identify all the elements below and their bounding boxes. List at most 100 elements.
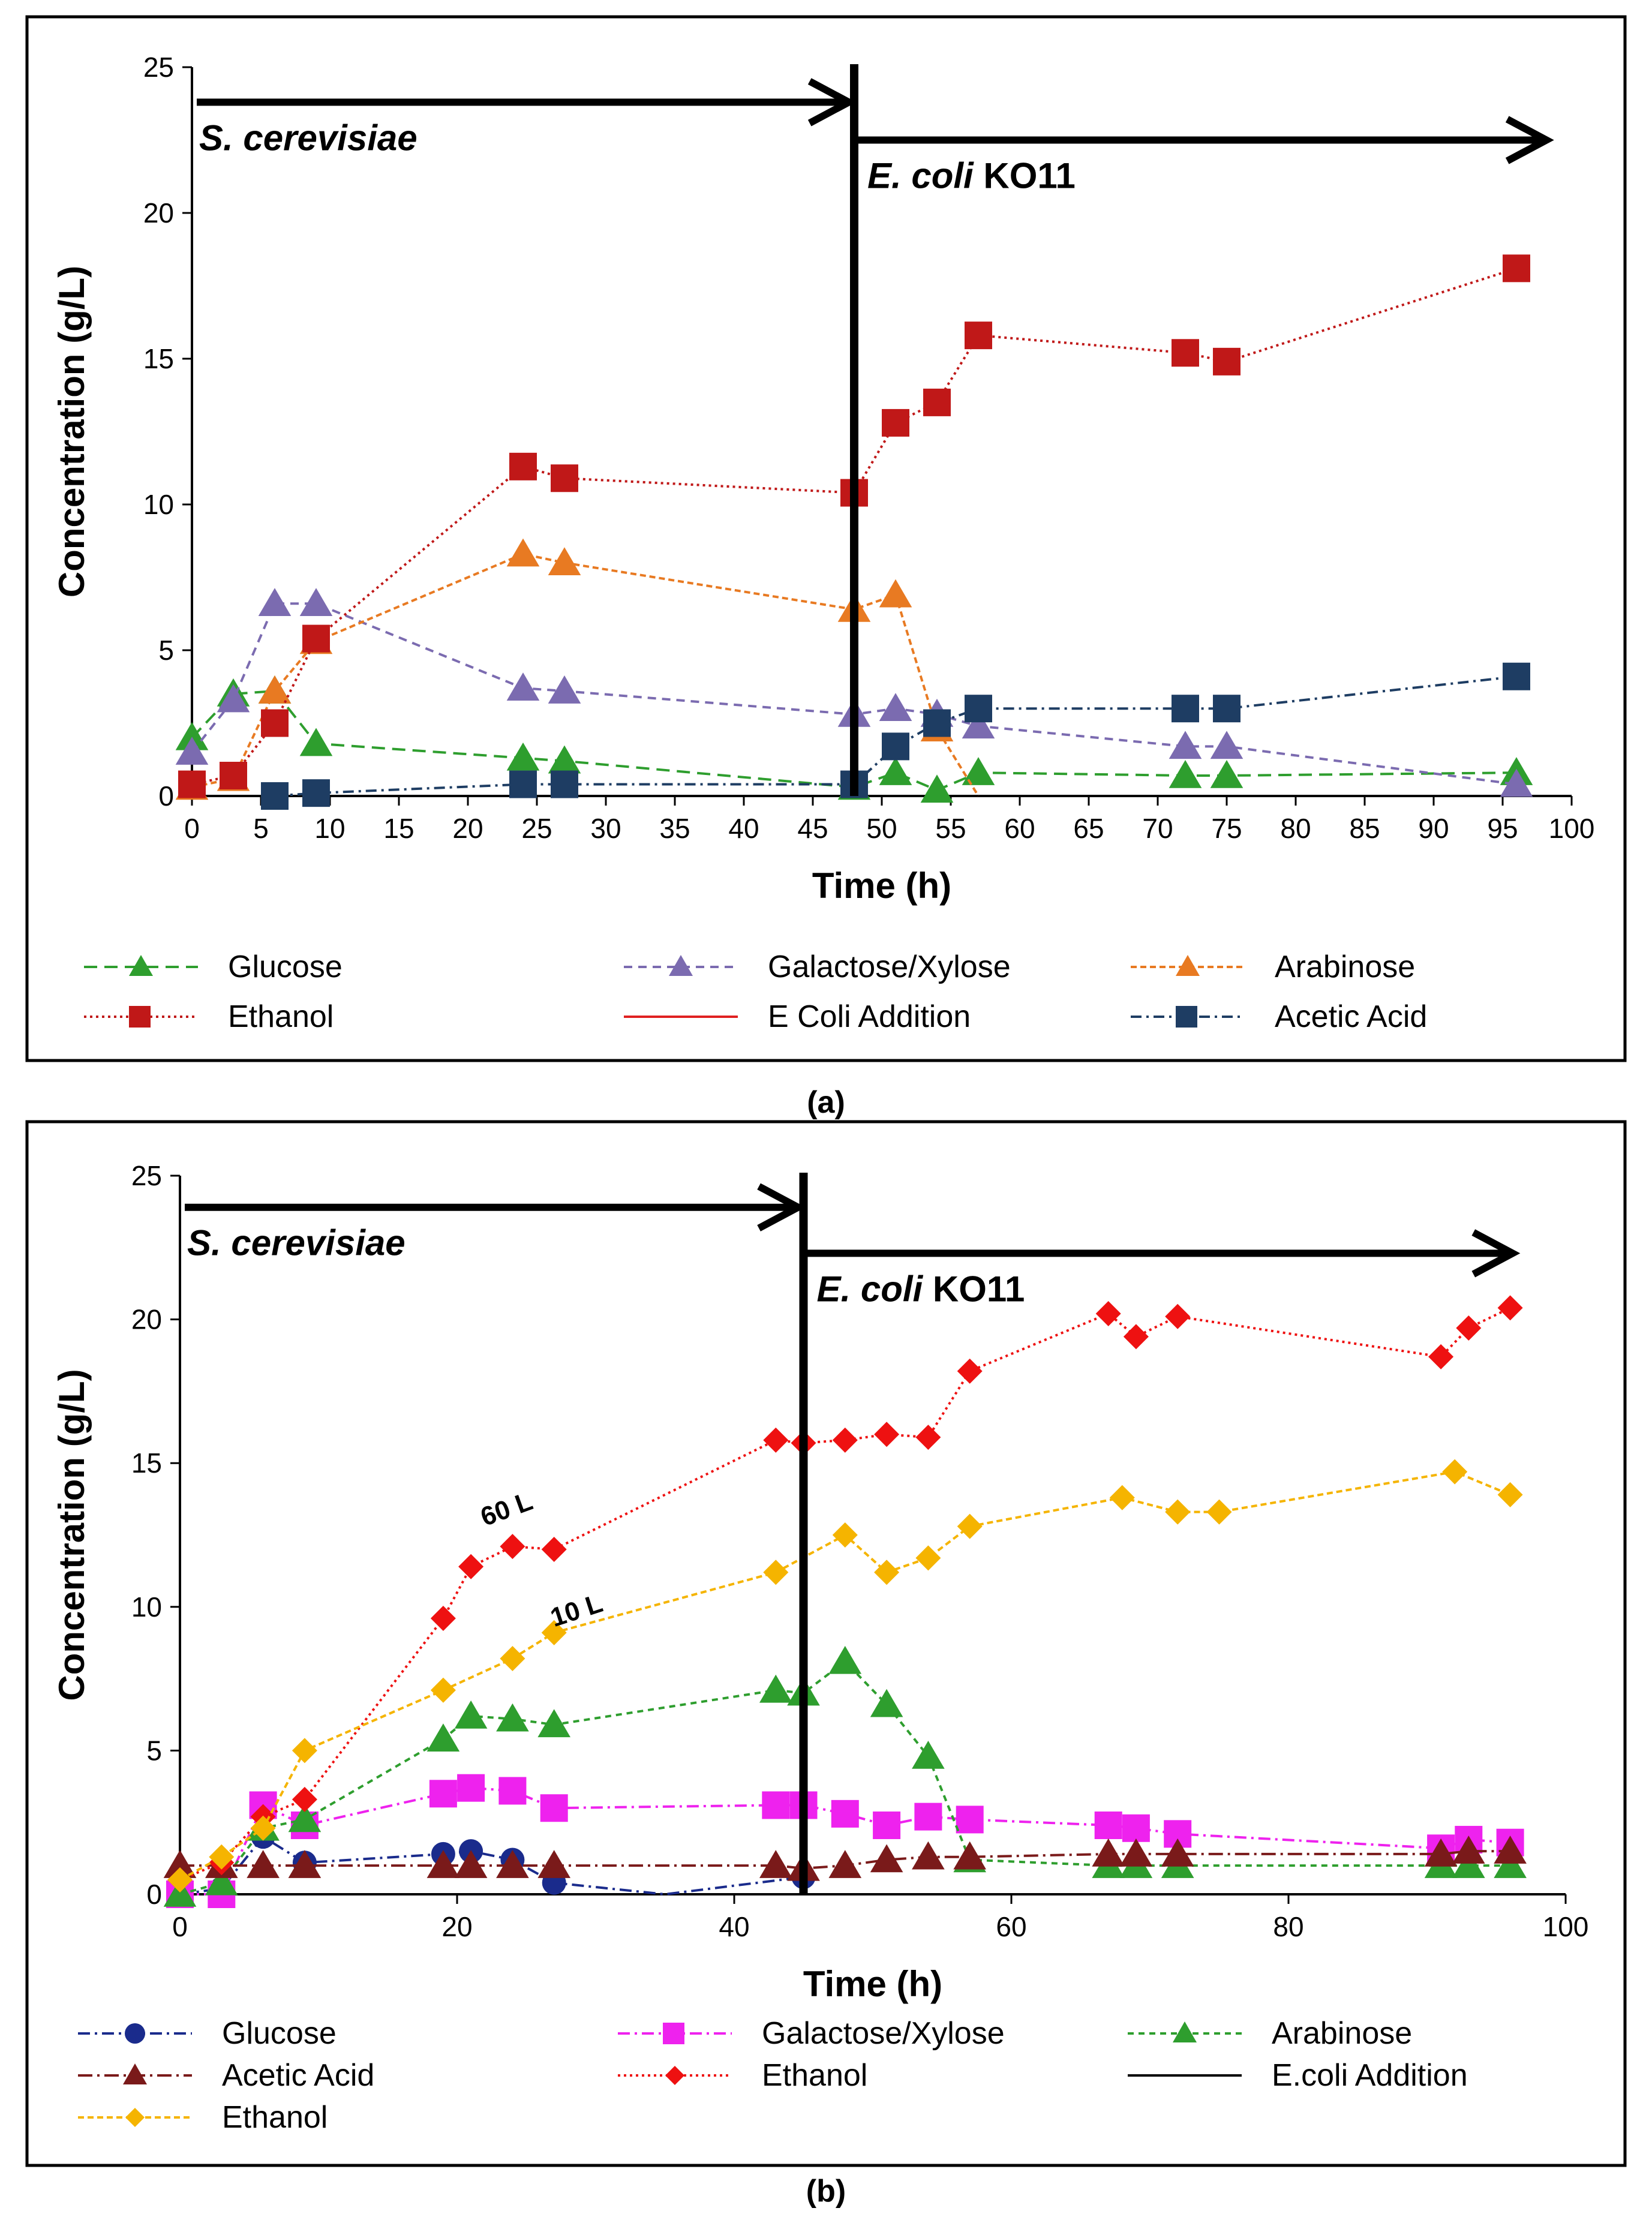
legend-marker-b-1 [663, 2023, 684, 2044]
legend-marker-b-4 [665, 2066, 684, 2085]
chart-panel-a: 0 5 10 15 20 25 0 5 10 15 20 25 30 35 40 45 50 55 60 65 70 75… [25, 15, 1627, 1062]
data-point-a-acetic-acid-5-1 [302, 779, 330, 807]
legend-marker-b-3 [123, 2063, 147, 2084]
data-point-b-galactose-xylose-1-13 [956, 1806, 984, 1834]
data-point-a-ethanol-3-9 [965, 322, 992, 350]
data-point-b-ethanol-6-10 [915, 1545, 941, 1571]
phase-label-ecoli-plain-a: KO11 [974, 156, 1076, 196]
series-b-ethanol-6 [167, 1459, 1523, 1893]
x-tick-label-b-80: 80 [1273, 1911, 1303, 1942]
data-point-b-ethanol-4-12 [915, 1425, 941, 1450]
data-point-a-ethanol-3-3 [302, 624, 330, 653]
x-tick-label-a-45: 45 [797, 813, 828, 844]
data-point-b-arabinose-2-18 [1452, 1850, 1485, 1878]
x-tick-label-a-95: 95 [1487, 813, 1518, 844]
data-point-a-arabinose-2-4 [506, 538, 540, 567]
data-point-b-ethanol-6-5 [500, 1646, 525, 1672]
x-tick-label-a-10: 10 [314, 813, 345, 844]
data-point-a-galactose-xylose-1-3 [299, 588, 333, 617]
data-point-a-arabinose-2-5 [548, 547, 581, 575]
data-point-b-acetic-acid-3-2 [247, 1850, 280, 1878]
x-axis-title-a: Time (h) [812, 866, 951, 906]
x-tick-label-a-80: 80 [1280, 813, 1311, 844]
x-tick-label-a-70: 70 [1142, 813, 1173, 844]
data-point-b-ethanol-6-4 [430, 1677, 456, 1703]
y-tick-label-b-25: 25 [131, 1160, 162, 1191]
data-point-a-glucose-0-10 [1169, 759, 1202, 788]
legend-marker-a-3 [129, 1006, 151, 1028]
data-point-b-arabinose-2-12 [912, 1740, 945, 1769]
legend-item-b-e-coli-addition-5: E.coli Addition [1128, 2058, 1468, 2093]
data-point-a-glucose-0-8 [920, 774, 954, 803]
y-tick-label-b-10: 10 [131, 1591, 162, 1623]
data-point-b-acetic-acid-3-7 [537, 1850, 570, 1878]
phase-label-ecoli-a: E. coli KO11 [867, 156, 1076, 196]
data-point-a-arabinose-2-2 [258, 675, 292, 704]
data-point-b-acetic-acid-3-3 [288, 1850, 322, 1878]
data-point-b-arabinose-2-1 [205, 1867, 238, 1895]
data-point-b-ethanol-6-9 [874, 1560, 900, 1585]
x-tick-label-a-15: 15 [383, 813, 414, 844]
legend-item-a-ethanol-3: Ethanol [84, 999, 334, 1034]
x-tick-label-a-20: 20 [452, 813, 483, 844]
panel-frame-a [25, 15, 1627, 1062]
data-point-b-acetic-acid-3-15 [1119, 1838, 1153, 1867]
y-tick-label-a-10: 10 [143, 489, 174, 520]
data-point-b-acetic-acid-3-4 [426, 1850, 460, 1878]
data-point-a-ethanol-3-8 [923, 388, 951, 416]
data-point-b-arabinose-2-4 [426, 1723, 460, 1752]
data-point-b-ethanol-4-3 [292, 1786, 317, 1812]
data-point-a-galactose-xylose-1-11 [1210, 731, 1243, 759]
data-point-a-galactose-xylose-1-7 [879, 693, 912, 721]
panel-frame-b [25, 1120, 1627, 2167]
legend-item-a-acetic-acid-5: Acetic Acid [1131, 999, 1427, 1034]
legend-item-b-galactose-xylose-1: Galactose/Xylose [618, 2016, 1005, 2051]
data-point-a-glucose-0-11 [1210, 759, 1243, 788]
x-tick-label-a-35: 35 [659, 813, 690, 844]
data-point-b-galactose-xylose-1-8 [762, 1791, 790, 1819]
data-point-b-ethanol-6-8 [832, 1522, 858, 1548]
caption-a: (a) [807, 1085, 845, 1120]
legend-marker-a-1 [669, 955, 693, 976]
y-tick-label-b-15: 15 [131, 1447, 162, 1479]
x-tick-label-a-90: 90 [1418, 813, 1449, 844]
x-tick-label-a-50: 50 [866, 813, 897, 844]
legend-label-b-3: Acetic Acid [222, 2058, 374, 2093]
data-point-b-ethanol-4-14 [1095, 1301, 1121, 1327]
data-point-a-galactose-xylose-1-1 [217, 684, 250, 713]
x-tick-label-a-0: 0 [184, 813, 200, 844]
legend-item-b-ethanol-4: Ethanol [618, 2058, 867, 2093]
legend-label-a-4: E Coli Addition [768, 999, 971, 1034]
data-point-b-acetic-acid-3-19 [1494, 1836, 1527, 1864]
data-point-a-galactose-xylose-1-2 [258, 588, 292, 617]
data-point-b-acetic-acid-3-12 [912, 1841, 945, 1870]
data-point-a-acetic-acid-5-5 [882, 732, 909, 761]
x-tick-label-a-25: 25 [521, 813, 552, 844]
data-point-a-acetic-acid-5-0 [261, 782, 289, 810]
y-tick-label-a-20: 20 [143, 197, 174, 229]
legend-item-a-arabinose-2: Arabinose [1131, 950, 1415, 984]
data-point-b-ethanol-4-11 [874, 1422, 900, 1447]
data-point-b-ethanol-6-12 [1109, 1485, 1135, 1510]
legend-label-b-1: Galactose/Xylose [762, 2016, 1005, 2051]
data-point-b-ethanol-4-6 [500, 1534, 525, 1560]
legend-label-a-3: Ethanol [228, 999, 334, 1034]
data-point-b-ethanol-4-4 [430, 1605, 456, 1631]
data-point-b-ethanol-6-13 [1165, 1499, 1191, 1525]
data-point-a-ethanol-3-1 [220, 761, 247, 789]
legend-label-a-0: Glucose [228, 950, 343, 984]
data-point-b-galactose-xylose-1-11 [873, 1811, 901, 1839]
data-point-b-acetic-acid-3-5 [454, 1850, 488, 1878]
x-tick-label-a-100: 100 [1549, 813, 1595, 844]
data-point-b-galactose-xylose-1-14 [1094, 1811, 1122, 1839]
data-point-b-ethanol-4-17 [1428, 1344, 1454, 1369]
phase-arrowhead-scerevisiae-b [757, 1183, 806, 1231]
phase-arrowhead-scerevisiae-a [807, 78, 857, 127]
legend-marker-b-6 [125, 2108, 145, 2127]
legend-label-b-2: Arabinose [1272, 2016, 1412, 2051]
data-point-b-ethanol-6-7 [763, 1560, 789, 1585]
data-point-a-glucose-0-5 [548, 745, 581, 774]
legend-item-a-glucose-0: Glucose [84, 950, 343, 984]
data-point-a-galactose-xylose-1-9 [962, 710, 995, 739]
